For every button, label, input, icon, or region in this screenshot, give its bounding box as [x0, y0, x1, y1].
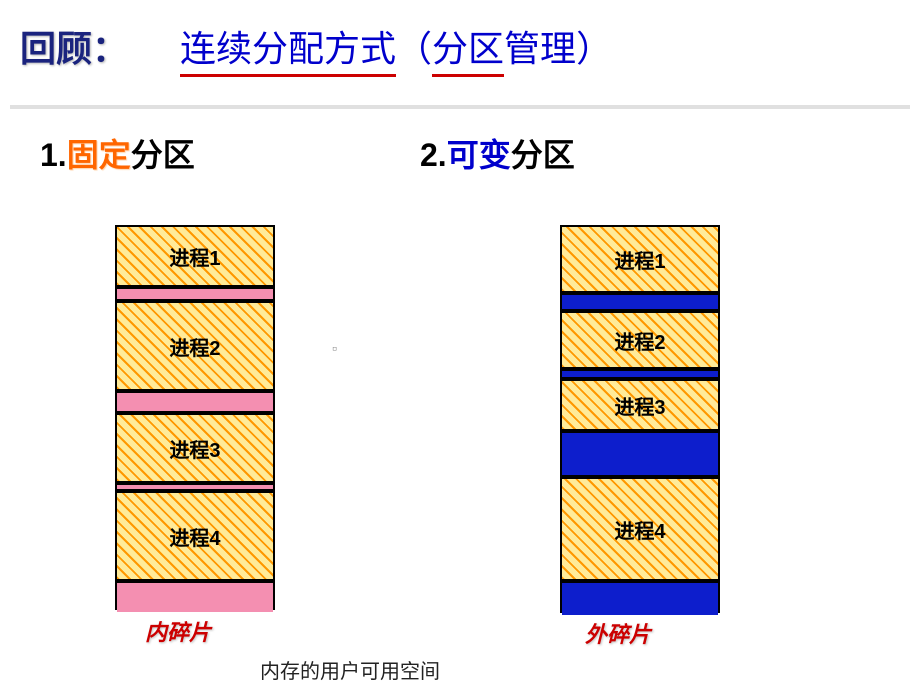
title-paren-open: （	[396, 20, 432, 72]
fragment-gap	[562, 369, 718, 379]
title-part3: 管理	[504, 20, 576, 72]
fragment-gap	[562, 431, 718, 477]
fragment-gap	[117, 391, 273, 413]
title-paren-close: ）	[576, 20, 612, 72]
main-title: 连续分配方式 （ 分区 管理 ）	[180, 20, 612, 77]
process-label: 进程2	[169, 332, 220, 361]
section2-num: 2.	[420, 137, 447, 173]
fixed-partition-diagram: 进程1 进程2 进程3 进程4	[115, 225, 275, 610]
section1-title: 1.固定分区	[40, 130, 195, 176]
section2-rest: 分区	[511, 137, 575, 173]
process-block: 进程3	[117, 413, 273, 483]
variable-partition-diagram: 进程1 进程2 进程3 进程4	[560, 225, 720, 613]
section2-title: 2.可变分区	[420, 130, 575, 176]
process-block: 进程1	[562, 227, 718, 293]
process-block: 进程3	[562, 379, 718, 431]
section1-rest: 分区	[131, 137, 195, 173]
process-label: 进程1	[614, 245, 665, 274]
process-label: 进程1	[169, 242, 220, 271]
process-label: 进程3	[169, 434, 220, 463]
process-block: 进程2	[562, 311, 718, 369]
review-label: 回顾：	[20, 20, 128, 72]
title-part2: 分区	[432, 20, 504, 77]
fragment-gap	[117, 483, 273, 491]
external-fragment-caption: 外碎片	[585, 617, 651, 649]
footer-text: 内存的用户可用空间	[260, 655, 440, 684]
process-label: 进程4	[169, 522, 220, 551]
fragment-gap	[562, 293, 718, 311]
process-block: 进程4	[117, 491, 273, 581]
process-label: 进程2	[614, 326, 665, 355]
process-block: 进程4	[562, 477, 718, 581]
section1-colored: 固定	[67, 137, 131, 173]
process-block: 进程2	[117, 301, 273, 391]
section2-colored: 可变	[447, 137, 511, 173]
section1-num: 1.	[40, 137, 67, 173]
fragment-gap	[117, 287, 273, 301]
fragment-gap	[117, 581, 273, 612]
process-label: 进程4	[614, 515, 665, 544]
title-part1: 连续分配方式	[180, 20, 396, 77]
process-label: 进程3	[614, 391, 665, 420]
fragment-gap	[562, 581, 718, 615]
divider	[10, 105, 910, 109]
center-marker: ▫	[332, 340, 337, 356]
process-block: 进程1	[117, 227, 273, 287]
internal-fragment-caption: 内碎片	[145, 615, 211, 647]
